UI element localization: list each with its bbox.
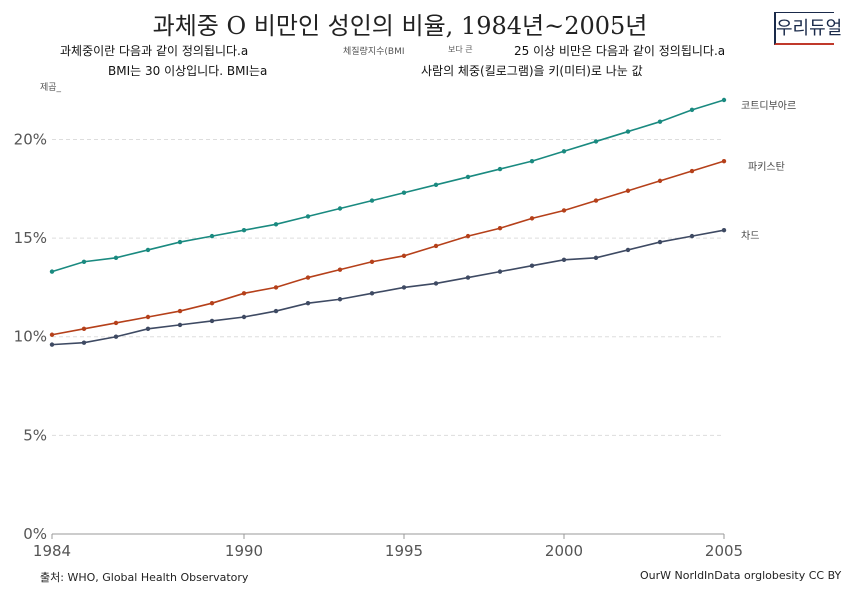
data-point[interactable] xyxy=(337,206,343,211)
data-point[interactable] xyxy=(81,326,87,332)
data-point[interactable] xyxy=(113,255,119,261)
data-point[interactable] xyxy=(401,190,407,195)
data-point[interactable] xyxy=(529,216,535,221)
x-tick-label: 1990 xyxy=(225,542,263,560)
y-tick-label: 15% xyxy=(14,229,47,247)
data-point[interactable] xyxy=(369,198,375,203)
x-tick-label: 2000 xyxy=(545,542,583,560)
data-point[interactable] xyxy=(49,342,55,347)
data-point[interactable] xyxy=(241,291,247,296)
data-point[interactable] xyxy=(369,291,375,296)
subtitle-line2-part2: 사람의 체중(킬로그램)을 키(미터)로 나눈 값 xyxy=(421,64,643,78)
data-point[interactable] xyxy=(689,107,695,113)
data-point[interactable] xyxy=(209,300,215,306)
data-point[interactable] xyxy=(561,257,567,262)
y-tick-label: 20% xyxy=(14,130,47,148)
x-tick-label: 1984 xyxy=(33,542,71,560)
data-point[interactable] xyxy=(497,269,503,274)
data-point[interactable] xyxy=(433,281,439,286)
data-point[interactable] xyxy=(625,188,631,193)
data-point[interactable] xyxy=(305,214,311,219)
data-point[interactable] xyxy=(401,253,407,259)
data-point[interactable] xyxy=(273,308,279,314)
x-tick-label: 1995 xyxy=(385,542,423,560)
data-point[interactable] xyxy=(625,247,631,253)
data-point[interactable] xyxy=(113,320,119,326)
subtitle-line1-part1: 과체중이란 다음과 같이 정의됩니다.a xyxy=(60,44,249,58)
data-point[interactable] xyxy=(177,239,183,245)
data-point[interactable] xyxy=(465,233,471,239)
data-point[interactable] xyxy=(209,318,215,324)
chart-axis: 0% 5% 10% 15% 20% 1984 1990 1995 2000 2005 xyxy=(14,130,743,560)
data-point[interactable] xyxy=(593,255,599,261)
data-point[interactable] xyxy=(177,308,183,314)
data-point[interactable] xyxy=(721,158,727,164)
data-point[interactable] xyxy=(465,174,471,180)
data-point[interactable] xyxy=(561,149,567,154)
data-point[interactable] xyxy=(689,233,695,239)
series-label[interactable]: 코트디부아르 xyxy=(741,100,796,112)
data-point[interactable] xyxy=(465,275,471,280)
subtitle-line3: 제곱_ xyxy=(40,83,62,93)
data-point[interactable] xyxy=(369,259,375,264)
our-world-in-data-logo[interactable]: 우리듀얼 xyxy=(774,12,842,45)
data-point[interactable] xyxy=(145,247,151,253)
data-point[interactable] xyxy=(49,269,55,274)
data-point[interactable] xyxy=(241,314,247,320)
credit-footer[interactable]: OurW NorldInData orglobesity CC BY xyxy=(640,569,842,582)
y-tick-label: 5% xyxy=(23,426,47,444)
data-point[interactable] xyxy=(145,314,151,320)
data-point[interactable] xyxy=(593,198,599,203)
chart-title: 과체중 O 비만인 성인의 비율, 1984년~2005년 xyxy=(152,12,648,40)
x-tick-label: 2005 xyxy=(705,542,743,560)
series-line[interactable] xyxy=(51,229,725,346)
data-point[interactable] xyxy=(625,129,631,134)
series-label[interactable]: 차드 xyxy=(741,230,759,242)
data-point[interactable] xyxy=(177,322,183,328)
series-label[interactable]: 파키스탄 xyxy=(748,161,785,173)
data-point[interactable] xyxy=(497,166,503,172)
data-point[interactable] xyxy=(657,178,663,184)
data-point[interactable] xyxy=(529,158,535,164)
data-point[interactable] xyxy=(113,334,119,339)
data-point[interactable] xyxy=(49,332,55,337)
data-point[interactable] xyxy=(721,97,727,103)
data-point[interactable] xyxy=(209,233,215,239)
data-point[interactable] xyxy=(81,259,87,264)
chart-grid xyxy=(52,138,724,436)
data-point[interactable] xyxy=(657,119,663,124)
data-point[interactable] xyxy=(337,297,343,302)
data-point[interactable] xyxy=(241,228,247,233)
chart-series xyxy=(49,97,727,347)
y-tick-label: 0% xyxy=(23,525,47,543)
series-line[interactable] xyxy=(51,99,725,273)
data-point[interactable] xyxy=(305,300,311,306)
data-point[interactable] xyxy=(497,226,503,231)
data-point[interactable] xyxy=(273,285,279,290)
subtitle-line1-part3: 보다 큰 xyxy=(448,45,473,54)
data-point[interactable] xyxy=(273,222,279,227)
data-point[interactable] xyxy=(689,168,695,174)
subtitle-line2-part1: BMI는 30 이상입니다. BMI는a xyxy=(108,64,268,78)
data-point[interactable] xyxy=(145,326,151,332)
data-point[interactable] xyxy=(305,275,311,280)
data-point[interactable] xyxy=(529,263,535,268)
data-point[interactable] xyxy=(337,267,343,272)
data-point[interactable] xyxy=(81,340,87,345)
data-point[interactable] xyxy=(721,228,727,233)
y-tick-label: 10% xyxy=(14,328,47,346)
subtitle-line1-part2: 체질량지수(BMI xyxy=(343,47,405,57)
data-point[interactable] xyxy=(561,208,567,213)
data-point[interactable] xyxy=(657,239,663,245)
subtitle-line1-part4: 25 이상 비만은 다음과 같이 정의됩니다.a xyxy=(514,44,726,58)
series-line[interactable] xyxy=(51,160,725,336)
source-footer: 출처: WHO, Global Health Observatory xyxy=(40,571,249,584)
data-point[interactable] xyxy=(593,139,599,144)
data-point[interactable] xyxy=(401,285,407,290)
data-point[interactable] xyxy=(433,182,439,188)
data-point[interactable] xyxy=(433,243,439,249)
